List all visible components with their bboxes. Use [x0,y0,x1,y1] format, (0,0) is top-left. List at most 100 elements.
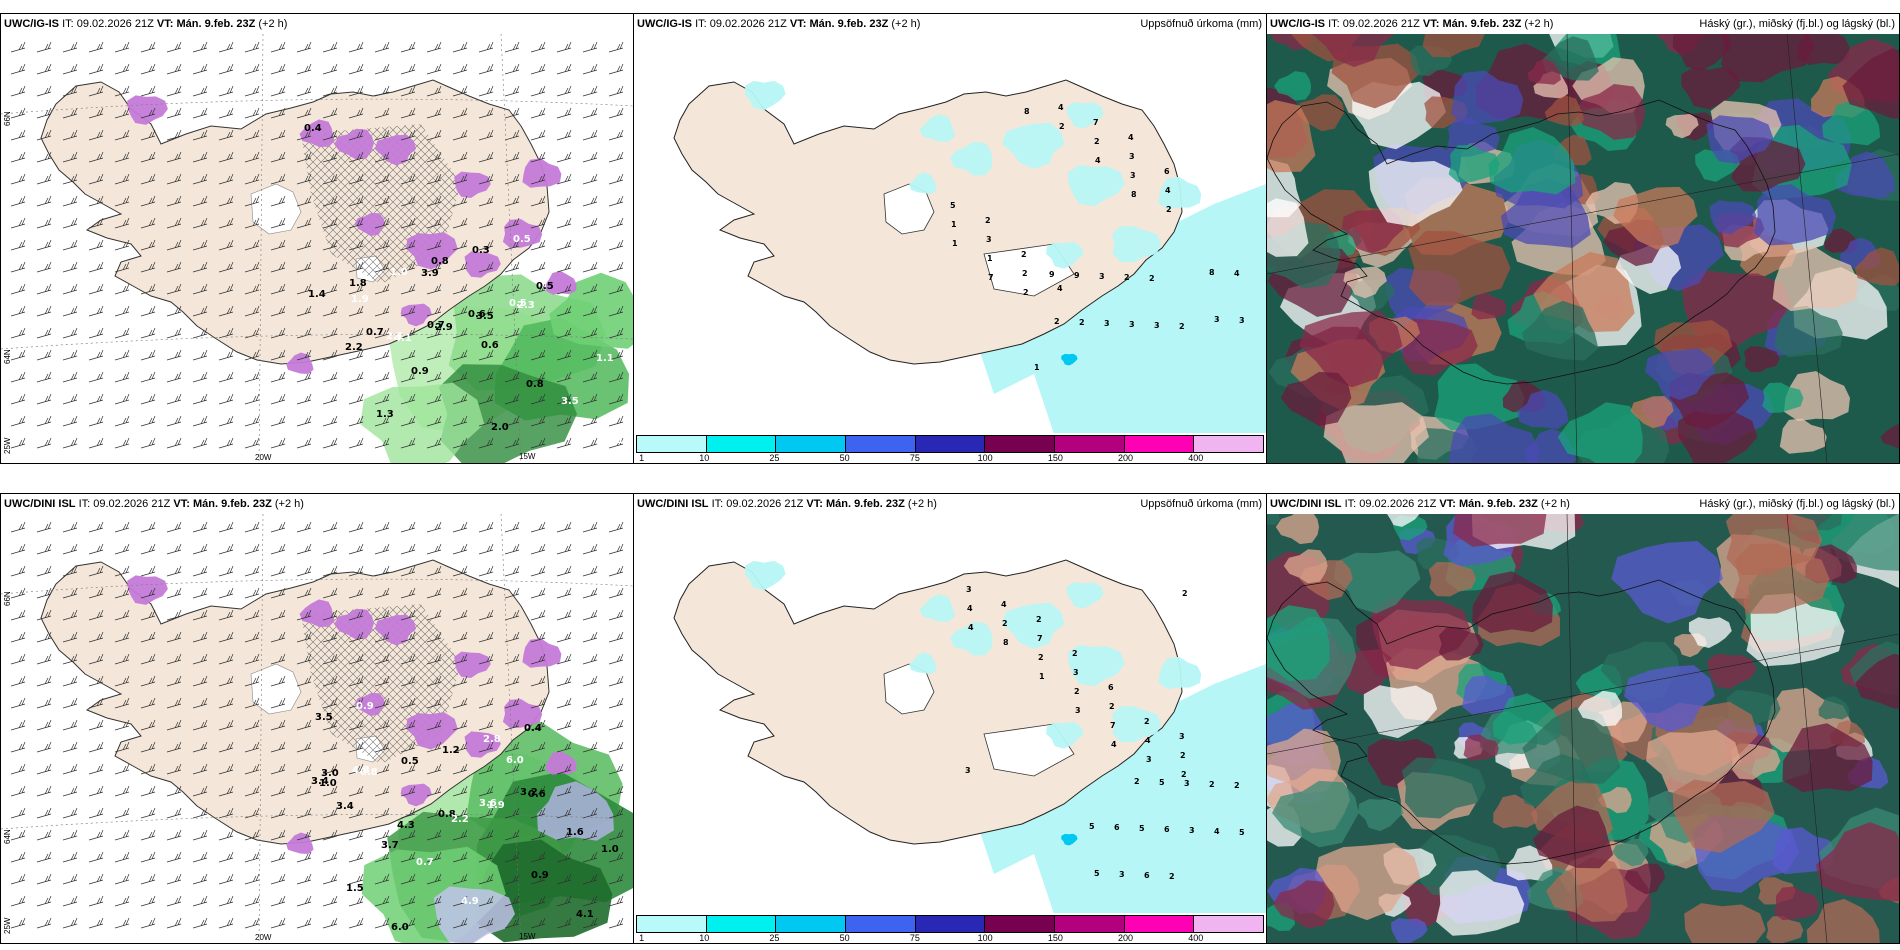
wind-barb [270,283,286,295]
value-label: 2 [1209,780,1215,789]
it-label: IT: [78,498,91,510]
snow-blob [502,219,543,249]
meridian-15w [500,34,522,463]
legend-tick-label: 100 [977,453,993,463]
wind-barb [530,327,546,339]
wind-barb [10,415,26,427]
wind-barb [10,631,26,643]
precip-blob [909,172,937,194]
wind-barb [62,349,78,361]
value-label: 2 [1180,751,1186,760]
cloud-blob [1725,514,1823,576]
wind-barb [400,437,416,449]
wind-barb [62,305,78,317]
wind-barb [374,653,390,665]
wind-barb [374,129,390,141]
cloud-blob [1784,371,1850,422]
init-time: 09.02.2026 21Z [709,18,787,30]
value-label: 2.2 [345,342,363,353]
wind-barb [296,173,312,185]
wind-barb [582,261,598,273]
wind-barb [62,327,78,339]
wind-barb [530,173,546,185]
value-label: 3 [1129,152,1135,161]
wind-barb [114,349,130,361]
wind-barb [374,393,390,405]
wind-barb [192,521,208,533]
wind-barb [322,829,338,841]
wind-barb [608,239,624,251]
wind-barb [166,173,182,185]
lead-time: (+2 h) [1524,18,1554,30]
legend-swatch [1124,916,1195,932]
wind-barb [608,851,624,863]
lon-label-15w: 15W [519,452,536,461]
value-label: 0.8 [526,379,544,390]
snow-blob [502,699,543,729]
cloud-blob [1766,916,1804,943]
value-label: 2 [1179,322,1185,331]
cloud-blob [1368,158,1463,227]
wind-barb [62,437,78,449]
wind-barb [400,85,416,97]
value-label: 8 [1024,107,1030,116]
wind-barb [374,851,390,863]
precip-blob [1066,582,1104,609]
value-label: 5 [1139,824,1145,833]
wind-barb [374,543,390,555]
wind-barb [218,349,234,361]
wind-barb [374,151,390,163]
value-label: 2 [1036,615,1042,624]
wind-barb [478,917,494,929]
valid-time: Mán. 9.feb. 23Z [825,498,905,510]
wind-barb [530,415,546,427]
wind-barb [374,283,390,295]
cloud-blob [1267,728,1341,794]
value-label: 5 [1094,869,1100,878]
wind-barb [504,393,520,405]
wind-barb [192,917,208,929]
value-label: 0.8 [438,809,456,820]
value-label: 0.9 [411,366,429,377]
grid-line [1566,34,1578,463]
wind-barb [244,129,260,141]
value-label: 3.5 [315,712,333,723]
wind-barb [192,239,208,251]
wind-barb [348,653,364,665]
value-label: 1 [951,220,957,229]
wind-barb [192,415,208,427]
wind-barb [36,349,52,361]
wind-barb [140,565,156,577]
legend-swatch [985,916,1056,932]
wind-barb [556,327,572,339]
wind-barb [348,85,364,97]
wind-barb [140,653,156,665]
wind-barb [400,917,416,929]
cloud-blob [1463,734,1499,761]
model-name: UWC/DINI ISL [637,498,709,510]
wind-barb [322,675,338,687]
wind-barb [400,41,416,53]
wind-barb [530,807,546,819]
wind-barb [218,129,234,141]
wind-barb [36,697,52,709]
wind-barb [348,895,364,907]
wind-barb [374,785,390,797]
wind-barb [374,173,390,185]
wind-barb [36,85,52,97]
wind-barb [88,609,104,621]
wind-barb [36,393,52,405]
cloud-blob [1684,903,1766,943]
value-label: 6 [1164,167,1170,176]
wind-barb [322,543,338,555]
it-label: IT: [1328,18,1340,30]
cloud-blob [1720,34,1815,83]
wind-barb [140,609,156,621]
grid-line [1786,514,1828,943]
wind-barb [270,763,286,775]
wind-barb [478,631,494,643]
wind-barb [166,741,182,753]
cloud-blob [1678,411,1758,463]
legend-tick-label: 1 [639,933,645,943]
